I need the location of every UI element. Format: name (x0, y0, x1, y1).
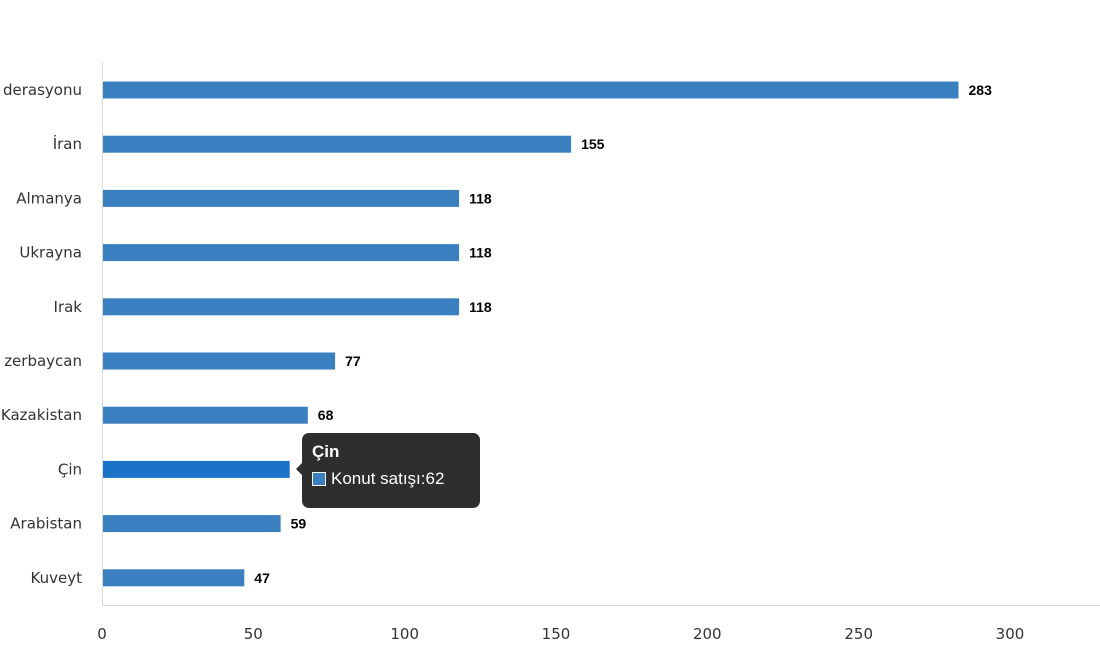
x-tick-label-0: 0 (97, 625, 107, 643)
bar-6[interactable] (102, 406, 308, 424)
bar-0[interactable] (102, 81, 959, 99)
bar-3[interactable] (102, 244, 460, 262)
tooltip-arrow (296, 462, 303, 476)
data-label-1: 155 (581, 136, 605, 152)
data-label-8: 59 (291, 516, 307, 532)
data-label-3: 118 (469, 245, 492, 261)
bar-1[interactable] (102, 135, 572, 153)
tooltip-value: 62 (425, 469, 445, 488)
labels-layer: derasyonu 283 İran 155 Almanya 118 Ukrayna 118 I… (1, 81, 992, 587)
tooltip-title: Çin (312, 442, 340, 461)
bar-8[interactable] (102, 515, 281, 533)
category-label-4: Irak (54, 298, 83, 316)
bar-2[interactable] (102, 189, 460, 207)
data-label-5: 77 (345, 353, 361, 369)
category-label-3: Ukrayna (19, 244, 82, 262)
x-tick-label-3: 150 (542, 625, 571, 643)
category-label-8: Arabistan (10, 515, 82, 533)
category-label-6: Kazakistan (1, 406, 82, 424)
tooltip-series-swatch (312, 472, 326, 486)
bar-5[interactable] (102, 352, 336, 370)
x-tick-label-4: 200 (693, 625, 722, 643)
category-label-2: Almanya (16, 189, 82, 207)
category-label-1: İran (53, 134, 82, 153)
x-tick-label-5: 250 (844, 625, 873, 643)
bar-4[interactable] (102, 298, 460, 316)
axis-layer: 0 50 100 150 200 250 300 (97, 62, 1100, 643)
category-label-7: Çin (58, 460, 82, 478)
x-tick-label-6: 300 (996, 625, 1025, 643)
data-label-2: 118 (469, 190, 492, 206)
tooltip-series-label: Konut satışı (331, 469, 421, 488)
x-tick-label-1: 50 (244, 625, 263, 643)
x-tick-label-2: 100 (390, 625, 419, 643)
data-label-9: 47 (254, 570, 270, 586)
bars-layer (102, 81, 959, 587)
bar-9[interactable] (102, 569, 245, 587)
tooltip-separator: : (420, 469, 426, 488)
tooltip: Çin Konut satışı: 62 (302, 433, 480, 508)
category-label-5: zerbaycan (4, 352, 82, 370)
data-label-0: 283 (969, 82, 993, 98)
category-label-0: derasyonu (3, 81, 82, 99)
data-label-4: 118 (469, 299, 492, 315)
tooltip-row: Konut satışı: 62 (312, 467, 470, 491)
bar-7[interactable] (102, 460, 290, 478)
category-label-9: Kuveyt (31, 569, 83, 587)
data-label-6: 68 (318, 407, 334, 423)
